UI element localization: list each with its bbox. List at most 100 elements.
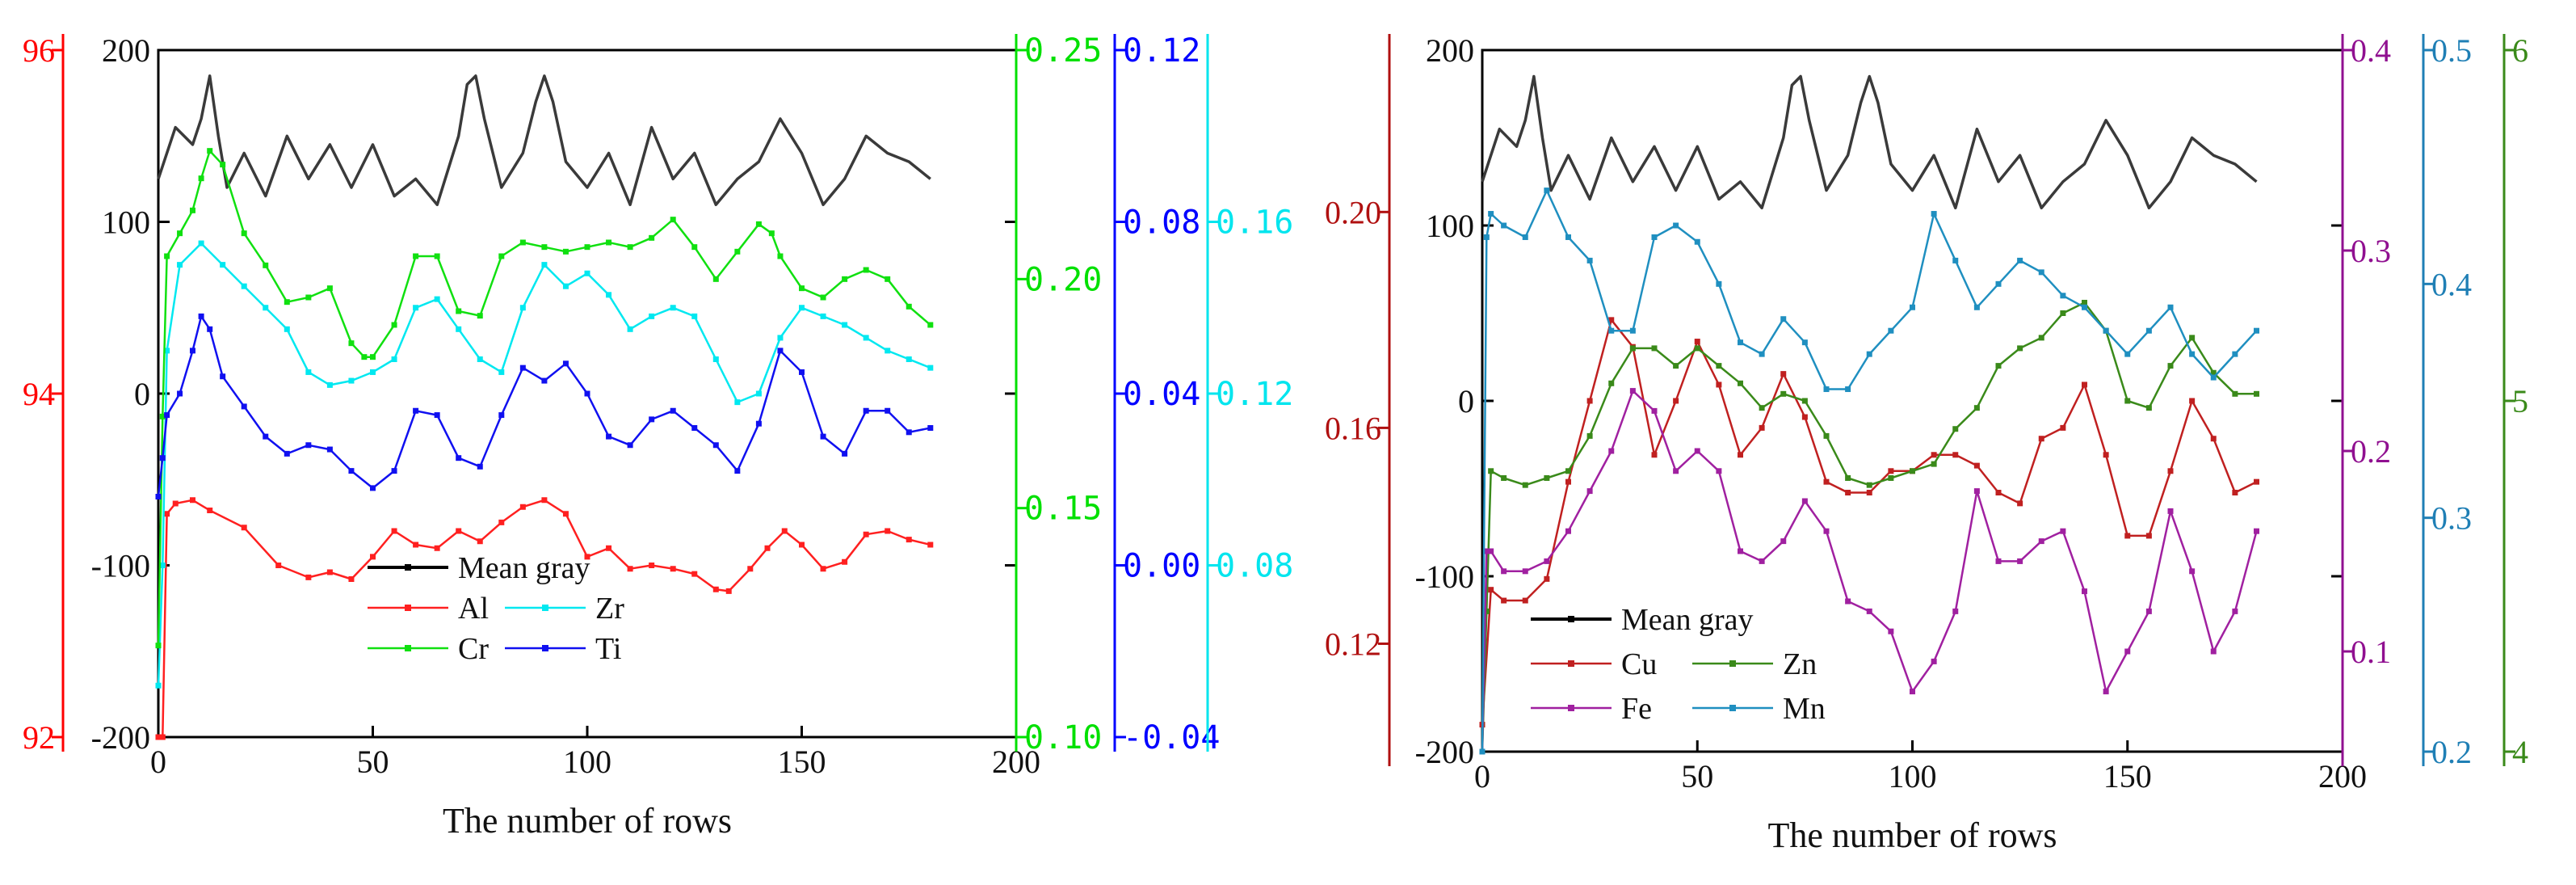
data-point-fe xyxy=(1651,407,1658,414)
data-point-zr xyxy=(863,335,869,341)
data-point-al xyxy=(725,588,732,594)
data-point-cr xyxy=(155,643,162,649)
data-point-al xyxy=(370,554,376,560)
data-point-fe xyxy=(1973,488,1980,495)
data-point-ti xyxy=(541,377,548,384)
y-tick-label-mn: 0.3 xyxy=(2431,500,2472,537)
data-point-al xyxy=(670,566,676,572)
data-point-cr xyxy=(649,234,655,241)
data-point-cr xyxy=(670,217,676,223)
data-point-ti xyxy=(284,450,290,457)
data-point-mn xyxy=(1801,339,1808,346)
data-point-ti xyxy=(348,468,355,474)
data-point-al xyxy=(691,571,698,577)
data-point-ti xyxy=(734,468,741,474)
y-tick-label-gray: -100 xyxy=(91,548,150,584)
data-point-fe xyxy=(1931,658,1937,664)
data-point-mn xyxy=(1651,234,1658,240)
data-point-fe xyxy=(1716,468,1722,474)
data-point-al xyxy=(747,566,754,572)
data-point-fe xyxy=(2038,538,2044,545)
data-point-al xyxy=(348,576,355,582)
data-point-ti xyxy=(207,326,213,332)
data-point-fe xyxy=(1586,488,1593,495)
data-point-zn xyxy=(1501,474,1507,481)
data-point-cr xyxy=(777,253,784,259)
data-point-cu xyxy=(2232,490,2238,496)
y-tick-label-ti: 0.12 xyxy=(1123,32,1200,70)
data-point-zr xyxy=(456,326,462,332)
data-point-zr xyxy=(220,262,226,268)
data-point-mn xyxy=(1973,304,1980,310)
data-point-fe xyxy=(2124,648,2131,655)
data-point-cu xyxy=(1544,575,1550,582)
data-point-cr xyxy=(263,262,269,268)
data-point-mn xyxy=(1586,257,1593,263)
data-point-cr xyxy=(519,239,526,246)
y-tick-label-zn: 4 xyxy=(2512,734,2528,770)
y-tick-label-cr: 0.10 xyxy=(1024,719,1102,756)
data-point-mn xyxy=(1823,386,1830,393)
data-point-ti xyxy=(391,468,397,474)
data-point-zn xyxy=(2082,299,2087,306)
data-point-zn xyxy=(2254,390,2259,397)
data-point-zn xyxy=(1544,474,1550,481)
legend-marker-cu xyxy=(1568,660,1574,667)
data-point-al xyxy=(189,497,195,504)
data-point-fe xyxy=(1952,608,1959,614)
data-point-cr xyxy=(305,294,312,301)
data-point-zn xyxy=(1973,405,1980,411)
data-point-fe xyxy=(1629,388,1636,394)
data-point-zr xyxy=(263,305,269,311)
data-point-al xyxy=(906,537,912,543)
data-point-fe xyxy=(2254,528,2259,534)
data-point-zr xyxy=(434,296,440,302)
data-point-zn xyxy=(1801,398,1808,404)
legend-marker-mean-gray xyxy=(405,564,411,571)
data-point-al xyxy=(477,538,483,545)
data-point-ti xyxy=(370,485,376,491)
data-point-ti xyxy=(413,407,419,414)
y-tick-label-ti: -0.04 xyxy=(1123,719,1220,756)
data-point-zr xyxy=(284,326,290,332)
data-point-zr xyxy=(155,682,162,689)
data-point-zr xyxy=(305,369,312,375)
data-point-zn xyxy=(1910,468,1915,474)
data-point-mn xyxy=(1522,234,1528,240)
data-point-cu xyxy=(1888,468,1894,474)
y-tick-label-cu: 0.20 xyxy=(1325,194,1381,230)
data-point-ti xyxy=(649,416,655,423)
data-point-cu xyxy=(1866,490,1872,496)
data-point-fe xyxy=(1673,468,1679,474)
data-point-zr xyxy=(712,356,719,362)
data-point-zr xyxy=(541,262,548,268)
data-point-cu xyxy=(2060,424,2066,431)
legend-label-zn: Zn xyxy=(1783,647,1817,681)
data-point-fe xyxy=(1608,448,1615,454)
data-point-zn xyxy=(1651,345,1658,352)
data-point-mn xyxy=(1694,238,1700,245)
data-point-zn xyxy=(1565,468,1571,474)
series-line-mean-gray xyxy=(1481,74,2258,210)
data-point-mn xyxy=(2210,374,2217,381)
data-point-zr xyxy=(348,377,355,384)
data-point-ti xyxy=(498,412,505,419)
data-point-fe xyxy=(2232,608,2238,614)
data-point-cu xyxy=(1845,490,1851,496)
data-point-zr xyxy=(413,305,419,311)
data-point-cu xyxy=(1651,452,1658,458)
legend-label-zr: Zr xyxy=(595,592,624,626)
legend-label-cu: Cu xyxy=(1621,647,1657,681)
data-point-cu xyxy=(1608,317,1615,323)
y-tick-label-cu: 0.16 xyxy=(1325,410,1381,446)
x-axis-title: The number of rows xyxy=(1767,815,2057,855)
data-point-ti xyxy=(177,390,183,397)
data-point-zn xyxy=(2124,398,2131,404)
data-point-cu xyxy=(2145,533,2152,539)
y-tick-label-mn: 0.5 xyxy=(2431,32,2472,69)
data-point-fe xyxy=(2210,648,2217,655)
data-point-cu xyxy=(2254,478,2259,485)
data-point-cr xyxy=(768,230,775,237)
data-point-mn xyxy=(2060,293,2066,299)
data-point-cu xyxy=(1931,452,1937,458)
